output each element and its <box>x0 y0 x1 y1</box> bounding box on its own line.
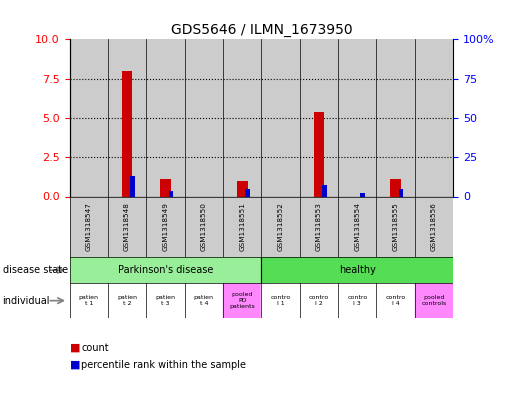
Bar <box>108 196 146 257</box>
Bar <box>184 196 223 257</box>
Bar <box>108 283 146 318</box>
Bar <box>376 39 415 197</box>
Bar <box>338 196 376 257</box>
Text: GSM1318550: GSM1318550 <box>201 202 207 252</box>
Bar <box>223 283 261 318</box>
Text: ■: ■ <box>70 360 80 370</box>
Bar <box>184 283 223 318</box>
Text: contro
l 4: contro l 4 <box>386 295 406 306</box>
Bar <box>261 196 300 257</box>
Bar <box>415 196 453 257</box>
Text: disease state: disease state <box>3 265 67 275</box>
Bar <box>300 39 338 197</box>
Bar <box>160 179 171 196</box>
Bar <box>108 39 146 197</box>
Bar <box>322 185 327 196</box>
Bar <box>146 283 184 318</box>
Bar <box>184 39 223 197</box>
Text: patien
t 4: patien t 4 <box>194 295 214 306</box>
Text: GSM1318555: GSM1318555 <box>392 202 399 252</box>
Text: patien
t 1: patien t 1 <box>79 295 99 306</box>
Text: GSM1318552: GSM1318552 <box>278 202 284 252</box>
Bar <box>390 179 401 196</box>
Text: percentile rank within the sample: percentile rank within the sample <box>81 360 246 370</box>
Bar <box>70 196 108 257</box>
Text: healthy: healthy <box>339 265 376 275</box>
Bar <box>223 39 261 197</box>
Bar <box>70 257 261 283</box>
Text: GSM1318551: GSM1318551 <box>239 202 245 252</box>
Bar <box>360 193 365 196</box>
Bar <box>168 191 173 196</box>
Text: individual: individual <box>3 296 50 306</box>
Bar <box>376 283 415 318</box>
Text: Parkinson's disease: Parkinson's disease <box>118 265 213 275</box>
Bar <box>70 283 108 318</box>
Bar <box>415 39 453 197</box>
Text: pooled
controls: pooled controls <box>421 295 447 306</box>
Bar <box>146 39 184 197</box>
Bar <box>399 189 403 196</box>
Bar <box>338 39 376 197</box>
Text: GSM1318547: GSM1318547 <box>85 202 92 252</box>
Title: GDS5646 / ILMN_1673950: GDS5646 / ILMN_1673950 <box>170 23 352 37</box>
Text: ■: ■ <box>70 343 80 353</box>
Bar <box>261 283 300 318</box>
Bar <box>415 283 453 318</box>
Bar <box>146 196 184 257</box>
Bar <box>261 39 300 197</box>
Text: contro
l 1: contro l 1 <box>270 295 290 306</box>
Text: patien
t 3: patien t 3 <box>156 295 176 306</box>
Bar <box>245 189 250 196</box>
Bar <box>122 71 132 196</box>
Bar <box>300 196 338 257</box>
Text: GSM1318556: GSM1318556 <box>431 202 437 252</box>
Text: pooled
PD
patients: pooled PD patients <box>229 292 255 309</box>
Bar <box>130 176 135 196</box>
Text: contro
l 2: contro l 2 <box>309 295 329 306</box>
Bar <box>70 39 108 197</box>
Text: count: count <box>81 343 109 353</box>
Text: GSM1318548: GSM1318548 <box>124 202 130 252</box>
Bar <box>376 196 415 257</box>
Text: GSM1318553: GSM1318553 <box>316 202 322 252</box>
Text: GSM1318554: GSM1318554 <box>354 202 360 252</box>
Text: GSM1318549: GSM1318549 <box>162 202 168 252</box>
Bar <box>223 196 261 257</box>
Text: contro
l 3: contro l 3 <box>347 295 367 306</box>
Text: patien
t 2: patien t 2 <box>117 295 137 306</box>
Bar <box>261 257 453 283</box>
Bar <box>300 283 338 318</box>
Bar <box>338 283 376 318</box>
Bar <box>237 181 248 196</box>
Bar <box>314 112 324 196</box>
